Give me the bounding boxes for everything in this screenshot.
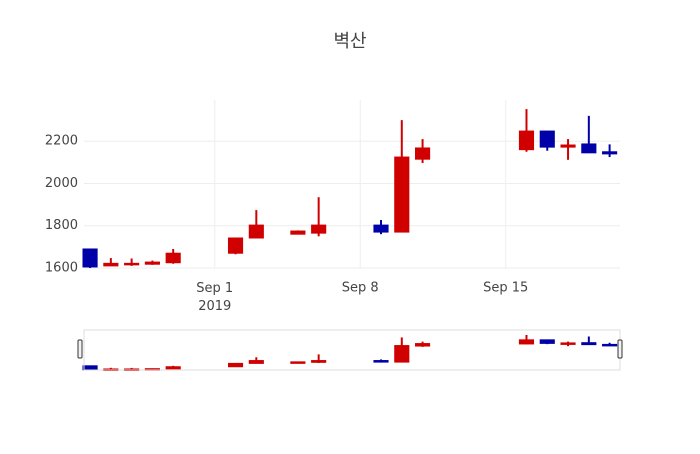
candle-body: [165, 252, 181, 264]
slider-candle-body: [415, 343, 431, 347]
slider-candle-body: [373, 360, 389, 363]
candle-body: [373, 224, 389, 233]
x-tick-label: Sep 8: [342, 281, 379, 296]
y-tick-label: 1600: [45, 261, 78, 276]
candle-body: [248, 224, 264, 239]
candle-body: [124, 262, 140, 266]
slider-candle-body: [602, 343, 618, 347]
range-slider[interactable]: [77, 329, 623, 371]
slider-handle[interactable]: [77, 339, 83, 359]
candle-body: [103, 262, 119, 267]
slider-candle-body: [248, 360, 264, 364]
y-tick-label: 2000: [45, 176, 78, 191]
slider-handle[interactable]: [617, 339, 623, 359]
candle-body: [539, 130, 555, 148]
candle-body: [144, 261, 160, 265]
candle-body: [602, 151, 618, 155]
slider-candle-body: [311, 360, 327, 363]
x-tick-label: Sep 15: [483, 281, 528, 296]
slider-candle-body: [560, 342, 576, 345]
slider-candle-body: [290, 361, 306, 364]
candle-body: [394, 156, 410, 233]
x-tick-label: Sep 1 2019: [196, 281, 233, 314]
candle-body: [82, 248, 98, 268]
candle-body: [227, 237, 244, 254]
slider-candle-body: [518, 339, 535, 345]
candle-body: [518, 130, 535, 151]
candle-body: [290, 230, 306, 235]
plot-area: 1600 1800 2000 2200 Sep 1 2019 Sep 8 Sep 15: [45, 100, 620, 314]
y-tick-label: 2200: [45, 134, 78, 149]
slider-candle-body: [82, 365, 98, 371]
y-tick-label: 1800: [45, 218, 78, 233]
chart-title: 벽산: [333, 31, 366, 52]
slider-candle-body: [165, 366, 181, 370]
candle-body: [581, 143, 597, 154]
candle-body: [560, 144, 576, 148]
slider-candle-body: [539, 339, 555, 344]
slider-candle-body: [227, 362, 244, 368]
candle-body: [415, 147, 431, 160]
slider-candle-body: [394, 345, 410, 363]
slider-candle-body: [581, 342, 597, 346]
candle-body: [311, 224, 327, 234]
